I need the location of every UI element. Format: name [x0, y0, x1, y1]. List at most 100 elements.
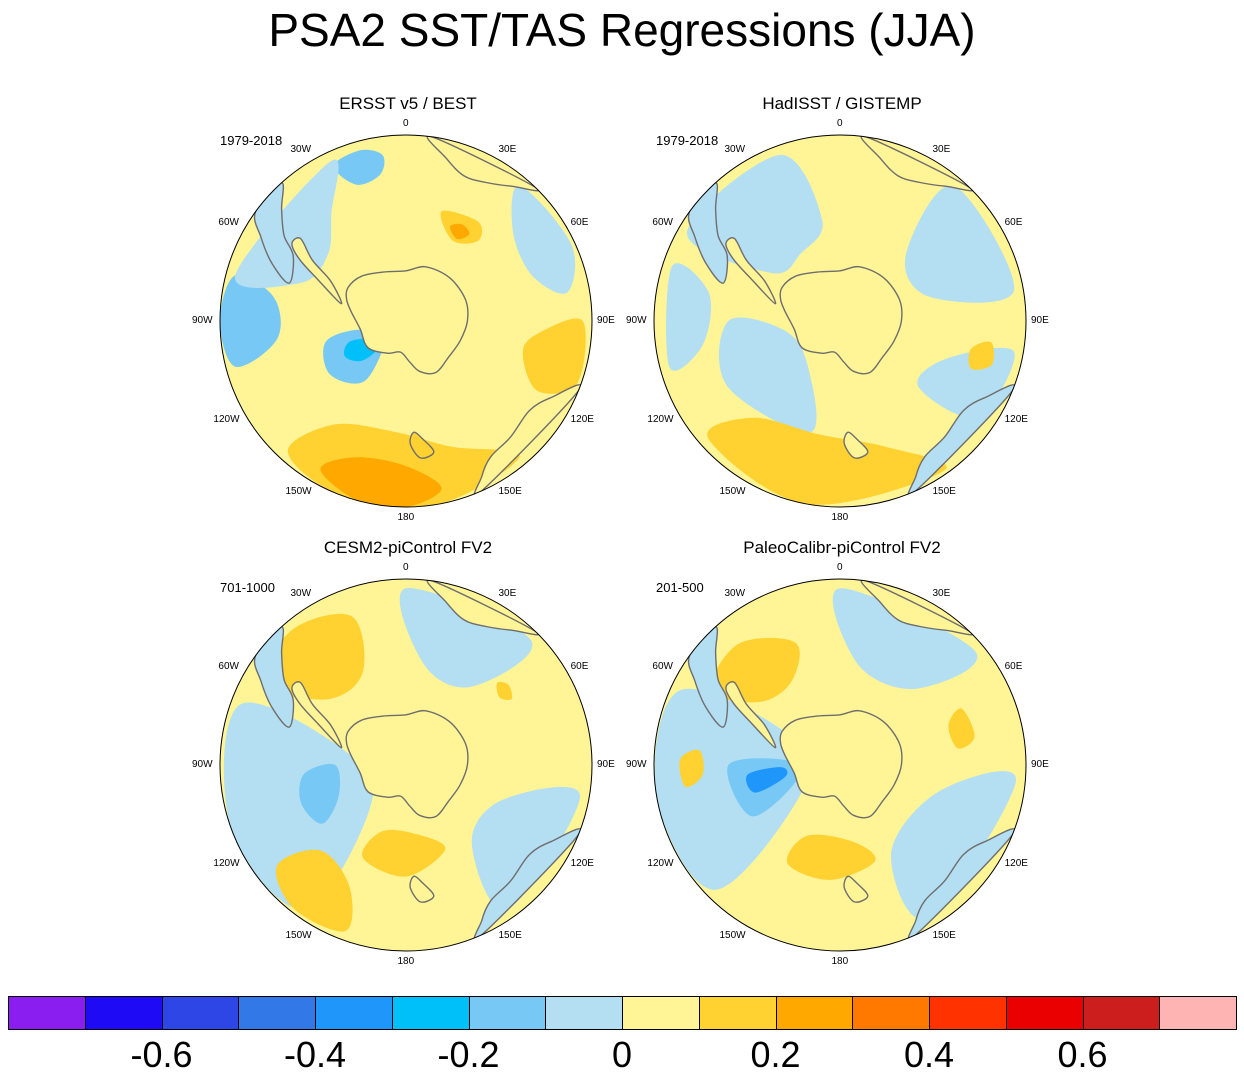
colorbar-tick-label: -0.2 [437, 1034, 500, 1075]
longitude-label: 60E [1004, 216, 1023, 228]
longitude-label: 120E [1004, 857, 1028, 869]
anomaly-contour-region [707, 417, 947, 505]
longitude-label: 90E [597, 759, 615, 770]
new-zealand-coastline [409, 875, 435, 903]
longitude-label: 30E [932, 588, 951, 600]
colorbar-swatch [1159, 996, 1237, 1030]
anomaly-contour-region [746, 767, 788, 793]
map-border [653, 134, 1027, 508]
longitude-label: 90W [192, 315, 213, 326]
anomaly-contour-region [786, 834, 876, 880]
colorbar-swatch [1082, 996, 1161, 1030]
anomaly-contour-region [471, 786, 581, 911]
longitude-label: 60W [652, 660, 673, 672]
colorbar [8, 996, 1237, 1032]
colorbar-tick-label: 0.6 [1057, 1034, 1108, 1075]
panel-title: HadISST / GISTEMP [762, 94, 922, 113]
anomaly-contour-region [220, 274, 281, 368]
anomaly-contour-region [511, 185, 576, 294]
africa-coastline [860, 135, 974, 192]
colorbar-tick-label: 0.4 [903, 1034, 955, 1075]
anomaly-contour-region [948, 708, 975, 749]
map-field [654, 579, 1026, 951]
panel-title: PaleoCalibr-piControl FV2 [743, 538, 941, 557]
longitude-label: 150E [932, 929, 956, 941]
new-zealand-coastline [409, 431, 435, 459]
panel-title: ERSST v5 / BEST [339, 94, 477, 113]
colorbar-swatch [161, 996, 240, 1030]
longitude-label: 150E [498, 485, 522, 497]
longitude-label: 30W [290, 144, 312, 156]
colorbar-swatch [84, 996, 163, 1030]
australia-coastline [907, 828, 1016, 941]
longitude-label: 60E [1004, 660, 1023, 672]
colorbar-tick-label: -0.4 [283, 1034, 347, 1075]
map-field [220, 135, 592, 507]
map-panel: HadISST / GISTEMP 1979-2018 0 30E 60E 90E 12… [626, 94, 1052, 524]
longitude-label: 90W [626, 759, 647, 770]
map-field [220, 579, 592, 951]
anomaly-contour-region [496, 681, 513, 701]
anomaly-contour-region [679, 749, 704, 788]
longitude-label: 120E [1004, 413, 1028, 425]
anomaly-contour-region [275, 849, 353, 932]
map-panel: ERSST v5 / BEST 1979-2018 0 30E 60E 90E 120E… [192, 94, 618, 524]
colorbar-swatch [545, 996, 623, 1030]
longitude-label: 120E [570, 857, 594, 869]
longitude-label: 150E [932, 485, 956, 497]
antarctica-coastline [345, 265, 469, 375]
panel-period: 701-1000 [220, 580, 275, 595]
australia-coastline [907, 384, 1016, 497]
anomaly-contour-region [234, 159, 339, 288]
longitude-label: 120W [647, 413, 674, 425]
colorbar-tick-label: -0.6 [130, 1034, 193, 1075]
map-border [653, 578, 1027, 952]
colorbar-swatch [238, 996, 316, 1030]
longitude-label: 90E [597, 315, 615, 326]
polar-map [219, 578, 593, 952]
polar-map [653, 578, 1027, 952]
map-panel: CESM2-piControl FV2 701-1000 0 30E 60E 90E 1… [192, 538, 618, 968]
longitude-label: 120E [570, 413, 594, 425]
colorbar-swatch [391, 996, 470, 1030]
colorbar-swatch [698, 996, 777, 1030]
longitude-label: 0 [837, 562, 843, 573]
panel-period: 1979-2018 [656, 133, 719, 148]
longitude-label: 60W [218, 660, 239, 672]
colorbar-tick-label: 0 [611, 1034, 633, 1075]
panel-period: 201-500 [656, 580, 704, 595]
panel-title: CESM2-piControl FV2 [323, 538, 493, 557]
map-border [219, 578, 593, 952]
antarctic-peninsula-coastline [291, 681, 343, 749]
longitude-label: 180 [397, 956, 415, 967]
colorbar-tick-label: 0.2 [750, 1034, 801, 1075]
longitude-label: 150W [719, 485, 746, 497]
colorbar-swatch [775, 996, 854, 1030]
anomaly-contour-region [263, 613, 365, 700]
colorbar-swatch [8, 996, 86, 1030]
longitude-label: 0 [403, 562, 409, 573]
polar-map [219, 134, 593, 508]
anomaly-contour-region [320, 457, 442, 507]
longitude-label: 150W [285, 929, 312, 941]
longitude-label: 150W [719, 929, 746, 941]
new-zealand-coastline [843, 875, 869, 903]
longitude-label: 90W [192, 759, 213, 770]
anomaly-contour-region [904, 185, 1015, 303]
longitude-label: 60W [652, 216, 673, 228]
colorbar-swatch [929, 996, 1007, 1030]
africa-coastline [426, 135, 540, 192]
longitude-label: 60E [570, 216, 589, 228]
longitude-label: 30W [290, 588, 312, 600]
new-zealand-coastline [843, 431, 869, 459]
antarctic-peninsula-coastline [725, 681, 777, 749]
longitude-label: 90W [626, 315, 647, 326]
longitude-label: 180 [831, 512, 849, 523]
colorbar-swatch [468, 996, 547, 1030]
colorbar-swatch [622, 996, 700, 1030]
anomaly-contour-region [333, 149, 385, 185]
longitude-label: 30E [932, 144, 951, 156]
anomaly-contour-region [718, 317, 817, 433]
africa-coastline [860, 579, 974, 636]
anomaly-contour-region [832, 588, 978, 690]
